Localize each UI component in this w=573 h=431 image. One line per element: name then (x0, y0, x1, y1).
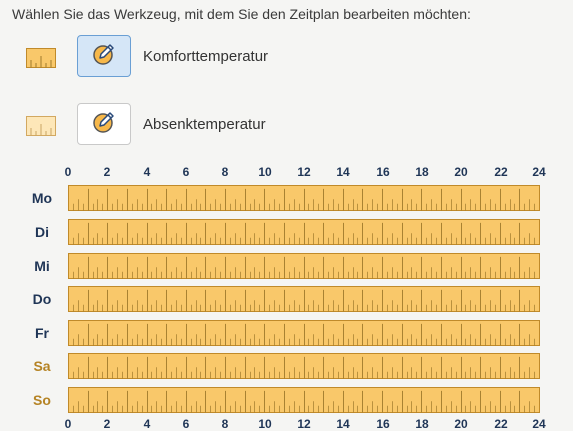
hour-label-bottom: 14 (336, 417, 350, 431)
pencil-icon (91, 109, 117, 140)
hour-label-bottom: 10 (258, 417, 272, 431)
reduced-tool-button[interactable] (77, 103, 131, 145)
tool-row-reduced: Absenktemperatur (0, 103, 573, 149)
day-label-so: So (33, 392, 51, 408)
schedule-ruler (68, 253, 540, 279)
day-label-di: Di (35, 224, 49, 240)
hour-label-bottom: 24 (532, 417, 546, 431)
schedule-bar-mi[interactable] (68, 253, 540, 279)
day-label-mi: Mi (34, 258, 50, 274)
hour-label-bottom: 6 (182, 417, 190, 431)
day-label-sa: Sa (33, 358, 51, 374)
reduced-tool-label: Absenktemperatur (143, 116, 266, 133)
schedule-bar-do[interactable] (68, 286, 540, 312)
hour-label-top: 4 (143, 165, 151, 179)
hour-label-bottom: 0 (64, 417, 72, 431)
schedule-bar-so[interactable] (68, 387, 540, 413)
comfort-tool-button[interactable] (77, 35, 131, 77)
hour-label-bottom: 2 (103, 417, 111, 431)
hour-label-bottom: 8 (221, 417, 229, 431)
hour-label-top: 14 (336, 165, 350, 179)
tool-row-comfort: Komforttemperatur (0, 35, 573, 81)
instruction-text: Wählen Sie das Werkzeug, mit dem Sie den… (12, 6, 471, 22)
day-label-fr: Fr (35, 325, 49, 341)
hour-label-top: 24 (532, 165, 546, 179)
hour-label-top: 16 (376, 165, 390, 179)
hour-label-top: 6 (182, 165, 190, 179)
schedule-bar-di[interactable] (68, 219, 540, 245)
hour-label-top: 2 (103, 165, 111, 179)
hour-label-bottom: 4 (143, 417, 151, 431)
ruler-swatch-comfort-icon (26, 48, 56, 68)
pencil-icon (91, 41, 117, 72)
hour-label-bottom: 12 (297, 417, 311, 431)
hour-label-top: 8 (221, 165, 229, 179)
schedule-ruler (68, 387, 540, 413)
hour-label-bottom: 22 (494, 417, 508, 431)
hour-label-top: 18 (415, 165, 429, 179)
hour-label-bottom: 18 (415, 417, 429, 431)
hour-label-bottom: 16 (376, 417, 390, 431)
schedule-bar-fr[interactable] (68, 320, 540, 346)
schedule-bar-mo[interactable] (68, 185, 540, 211)
hour-label-top: 0 (64, 165, 72, 179)
schedule-ruler (68, 320, 540, 346)
hour-label-top: 20 (454, 165, 468, 179)
hour-label-top: 10 (258, 165, 272, 179)
day-label-do: Do (32, 291, 52, 307)
schedule-ruler (68, 353, 540, 379)
hour-label-top: 12 (297, 165, 311, 179)
schedule-ruler (68, 286, 540, 312)
hour-label-top: 22 (494, 165, 508, 179)
day-label-mo: Mo (31, 190, 53, 206)
schedule-ruler (68, 219, 540, 245)
comfort-tool-label: Komforttemperatur (143, 48, 269, 65)
hour-label-bottom: 20 (454, 417, 468, 431)
ruler-swatch-reduced-icon (26, 116, 56, 136)
schedule-ruler (68, 185, 540, 211)
schedule-bar-sa[interactable] (68, 353, 540, 379)
